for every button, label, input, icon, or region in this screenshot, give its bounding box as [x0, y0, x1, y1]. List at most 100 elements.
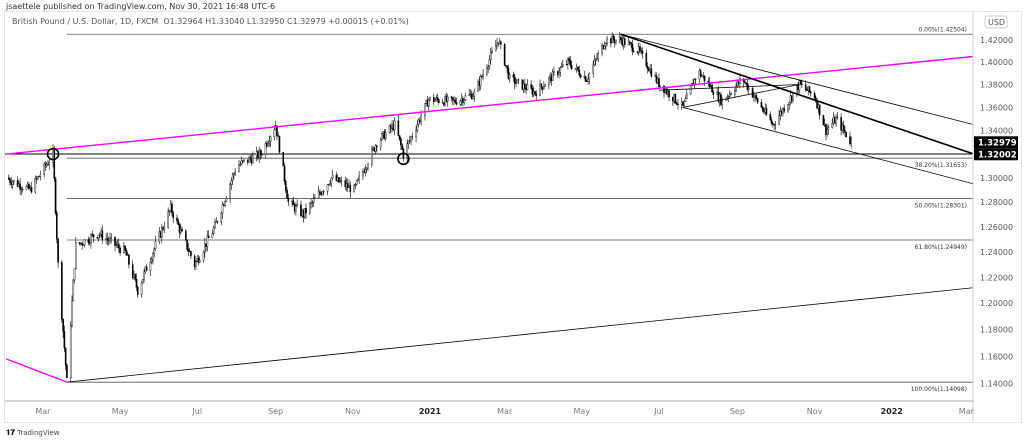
candle-body	[133, 274, 135, 278]
candle-body	[283, 165, 286, 182]
candle-body	[250, 158, 253, 164]
candle-body	[659, 85, 662, 87]
price-label-box	[974, 136, 1018, 149]
candle-body	[126, 254, 129, 256]
candle-body	[482, 74, 484, 77]
candle-body	[672, 96, 674, 102]
candle-body	[381, 133, 383, 141]
time-tick-label: Nov	[345, 407, 361, 416]
candle-body	[144, 266, 147, 272]
candle-body	[407, 140, 410, 144]
candle-body	[153, 248, 156, 254]
candle-body	[481, 76, 483, 78]
candle-body	[393, 120, 396, 130]
candle-body	[329, 183, 331, 185]
candle-body	[565, 64, 568, 66]
candle-body	[570, 65, 573, 69]
candle-body	[816, 101, 818, 109]
candle-body	[535, 93, 538, 96]
candle-body	[16, 180, 19, 187]
candle-body	[497, 42, 500, 44]
candle-body	[13, 180, 15, 183]
candle-body	[287, 198, 290, 202]
candle-body	[832, 117, 835, 124]
candle-body	[620, 37, 622, 41]
candle-body	[754, 95, 756, 97]
candle-body	[172, 212, 174, 219]
candle-body	[123, 245, 125, 254]
candle-body	[727, 96, 730, 98]
candle-body	[63, 331, 66, 349]
candle-body	[674, 94, 677, 103]
candle-body	[355, 180, 358, 185]
candle-body	[29, 187, 32, 190]
candle-body	[374, 145, 377, 152]
candle-body	[516, 79, 519, 84]
candle-body	[515, 82, 517, 85]
candle-body	[699, 70, 702, 77]
candle-body	[779, 111, 782, 116]
candle-body	[806, 89, 808, 91]
candle-body	[248, 157, 250, 163]
candle-body	[230, 180, 233, 185]
candle-body	[435, 97, 438, 101]
candle-body	[82, 244, 85, 246]
candle-body	[778, 115, 780, 125]
candle-body	[417, 119, 420, 125]
candle-body	[48, 162, 51, 165]
candle-body	[326, 184, 329, 192]
candle-body	[540, 83, 543, 88]
candle-body	[790, 95, 793, 101]
candle-body	[464, 95, 467, 101]
candle-body	[622, 38, 625, 46]
candle-body	[773, 124, 775, 126]
candle-body	[745, 82, 748, 84]
time-tick-label: 2022	[881, 407, 903, 416]
candle-body	[498, 41, 501, 44]
candle-body	[577, 66, 579, 71]
candle-body	[107, 239, 110, 242]
trendline	[66, 287, 973, 383]
candle-body	[190, 251, 192, 257]
price-tick-label: 1.34000	[980, 127, 1013, 136]
candle-body	[760, 102, 763, 108]
candle-body	[220, 212, 223, 223]
candle-body	[711, 85, 713, 93]
time-tick-label: Jul	[653, 407, 664, 416]
price-tick-label: 1.20000	[980, 299, 1013, 308]
candle-body	[434, 99, 436, 102]
candle-body	[772, 123, 774, 125]
candle-body	[39, 174, 42, 177]
candle-body	[680, 101, 683, 105]
candle-body	[310, 202, 312, 204]
candle-body	[850, 140, 853, 144]
candle-body	[840, 117, 842, 131]
candle-body	[827, 127, 830, 130]
candle-body	[109, 238, 111, 242]
plot-area: 0.00%(1.42504) 38.20%(1.31653) 50.00%(1.28…	[5, 26, 973, 393]
candle-body	[384, 132, 387, 139]
candle-body	[185, 230, 187, 240]
candle-body	[119, 247, 121, 254]
candle-body	[169, 203, 172, 211]
candle-body	[80, 242, 82, 244]
candle-body	[73, 268, 76, 281]
candle-body	[11, 181, 14, 185]
price-label-box	[974, 148, 1018, 161]
candle-body	[734, 90, 736, 95]
candle-body	[392, 124, 395, 130]
candle-body	[588, 73, 591, 80]
candle-body	[618, 37, 621, 41]
publisher-line: jsaettele published on TradingView.com, …	[6, 2, 276, 11]
chart-container[interactable]	[4, 11, 1022, 423]
candle-body	[397, 120, 400, 136]
candle-body	[161, 227, 163, 238]
currency-label: USD	[988, 18, 1005, 27]
candle-body	[216, 221, 219, 223]
time-tick-label: Nov	[807, 407, 823, 416]
candle-body	[349, 185, 352, 193]
candle-body	[472, 96, 474, 100]
candle-body	[677, 104, 679, 106]
candle-body	[613, 39, 616, 43]
